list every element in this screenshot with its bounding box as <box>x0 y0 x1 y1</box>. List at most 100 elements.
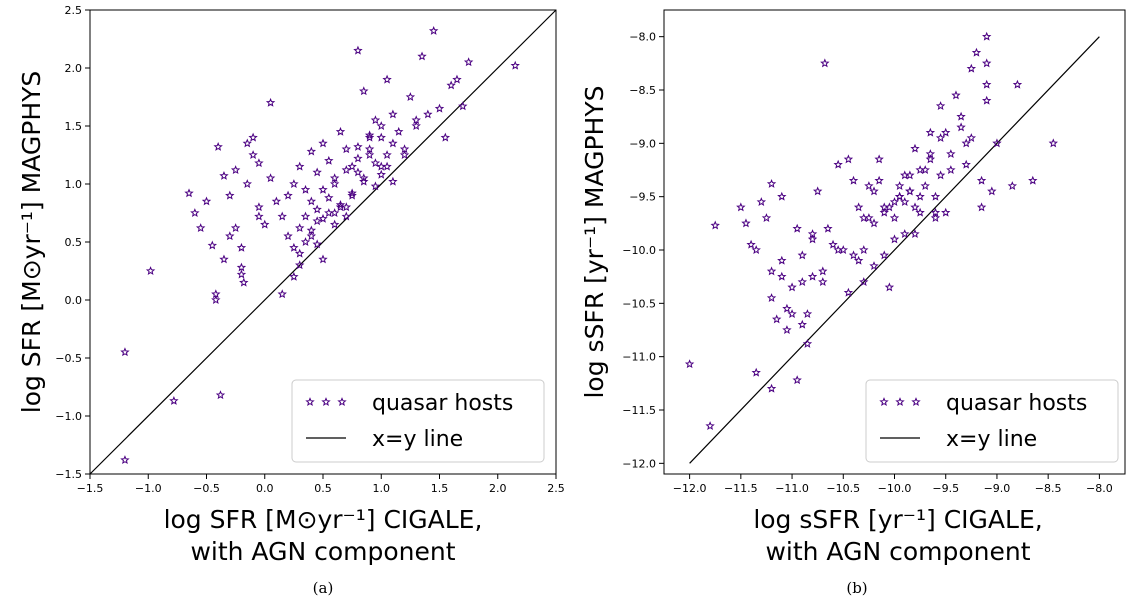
data-point <box>879 207 889 217</box>
data-point <box>1048 138 1058 148</box>
x-tick-label: −0.5 <box>193 482 220 495</box>
data-point <box>353 167 363 177</box>
data-point <box>925 149 936 158</box>
data-point <box>992 138 1002 148</box>
plot-frame <box>663 9 1126 475</box>
data-point <box>976 175 987 185</box>
data-point <box>905 186 915 196</box>
data-point <box>941 207 951 217</box>
x-tick-label: −9.5 <box>932 482 959 495</box>
y-ticks: −12.0 −11.5 −11.0 −10.5 −10.0 −9.5 −9.0 −8.5 −8.… <box>622 31 664 470</box>
data-point <box>894 181 905 190</box>
y-tick-label: −11.0 <box>622 351 656 364</box>
data-point <box>982 95 992 105</box>
data-point <box>248 132 258 142</box>
y-tick-label: −10.5 <box>622 297 656 310</box>
data-point <box>230 165 241 175</box>
data-point <box>956 111 966 121</box>
data-point <box>277 289 287 299</box>
data-point <box>283 190 293 200</box>
data-point <box>766 266 777 276</box>
x-tick-label: −1.0 <box>135 482 162 495</box>
data-point <box>376 132 386 142</box>
data-point <box>370 115 381 125</box>
data-point <box>312 167 322 177</box>
data-point <box>271 196 282 206</box>
data-point <box>889 197 900 206</box>
data-point <box>213 141 223 151</box>
data-point <box>910 143 920 153</box>
data-point <box>766 178 777 188</box>
y-tick-label: −9.0 <box>629 137 656 150</box>
data-point <box>265 97 276 107</box>
x-axis-label-line1: log SFR [M⊙yr⁻¹] CIGALE, <box>164 505 483 534</box>
data-point <box>452 74 462 84</box>
data-point <box>329 208 340 217</box>
data-point <box>848 250 859 260</box>
data-point <box>242 138 252 148</box>
data-point <box>853 202 864 212</box>
data-point <box>347 188 357 198</box>
legend-star <box>895 397 905 406</box>
data-point <box>300 237 311 246</box>
data-point <box>736 202 746 212</box>
data-point <box>782 325 792 334</box>
data-point <box>211 295 221 304</box>
data-point <box>956 122 966 132</box>
x-tick-label: 1.5 <box>431 482 449 495</box>
data-point <box>458 101 468 111</box>
data-point <box>145 266 156 275</box>
y-tick-label: 2.0 <box>65 62 83 75</box>
data-point <box>295 248 305 258</box>
data-point <box>843 154 854 164</box>
data-point <box>306 225 317 235</box>
x-tick-label: −11.5 <box>724 482 758 495</box>
data-point <box>874 154 884 164</box>
data-point <box>207 240 218 250</box>
data-point <box>797 319 807 329</box>
data-point <box>295 223 305 233</box>
data-point <box>869 218 879 228</box>
y-tick-label: −1.0 <box>55 410 82 423</box>
data-point <box>219 170 229 180</box>
data-point <box>341 165 351 175</box>
x-tick-label: −12.0 <box>673 482 707 495</box>
data-point <box>347 190 357 200</box>
legend-label-xy-line: x=y line <box>372 427 463 452</box>
data-point <box>341 144 351 154</box>
data-point <box>833 159 843 169</box>
data-point <box>417 51 427 61</box>
data-point <box>376 161 386 171</box>
data-point <box>1007 181 1017 190</box>
data-point <box>300 211 311 221</box>
data-point <box>324 192 334 202</box>
data-point <box>324 208 334 217</box>
data-point <box>818 277 828 286</box>
x-ticks: −1.5 −1.0 −0.5 0.0 0.5 1.0 1.5 2.0 2.5 <box>77 474 565 495</box>
data-point <box>982 31 992 41</box>
panel-b: −12.0 −11.5 −11.0 −10.5 −10.0 −9.5 −9.0 −8.5 −8.… <box>580 9 1126 597</box>
data-point <box>394 126 404 136</box>
data-point <box>283 231 293 241</box>
data-point <box>971 47 982 57</box>
data-point <box>225 190 235 200</box>
data-point <box>756 197 767 206</box>
data-point <box>335 199 346 209</box>
data-point <box>225 231 235 241</box>
data-point <box>510 60 520 70</box>
data-point <box>797 277 807 286</box>
y-axis-label: log sSFR [yr⁻¹] MAGPHYS <box>580 85 609 398</box>
quasar-hosts-series <box>120 25 520 465</box>
data-point <box>766 383 777 393</box>
data-point <box>966 133 977 142</box>
data-point <box>230 223 241 233</box>
data-point <box>324 155 334 165</box>
data-point <box>446 80 456 90</box>
data-point <box>894 191 905 201</box>
data-point <box>359 176 369 186</box>
data-point <box>1012 79 1023 89</box>
data-point <box>376 121 386 130</box>
data-point <box>935 101 946 110</box>
data-point <box>987 186 997 196</box>
